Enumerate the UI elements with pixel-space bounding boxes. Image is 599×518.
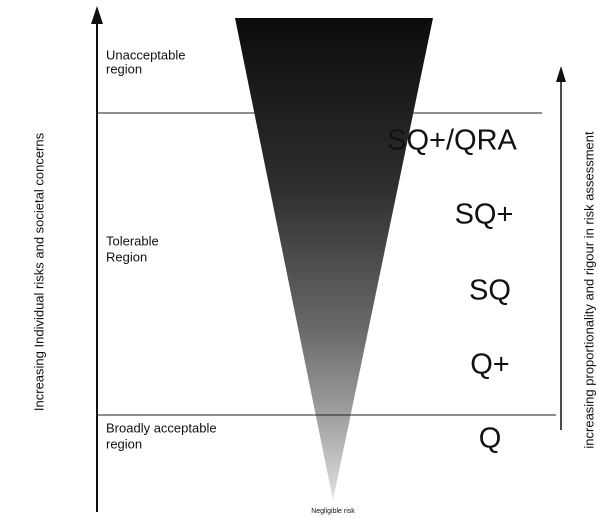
risk-triangle [235,18,433,500]
assessment-level: Q [479,423,502,455]
right-axis-label: increasing proportionality and rigour in… [581,131,596,449]
right-arrowhead [556,66,566,82]
region-label: region [106,436,142,451]
left-axis-label: Increasing Individual risks and societal… [31,132,46,411]
assessment-level: SQ+ [455,199,514,231]
region-label: Region [106,249,147,264]
region-label: Unacceptable [106,47,186,62]
region-label: Tolerable [106,233,159,248]
assessment-level: Q+ [470,349,510,381]
assessment-level: SQ+/QRA [387,125,517,157]
assessment-level: SQ [469,275,511,307]
left-arrowhead [91,6,103,24]
region-label: Broadly acceptable [106,420,217,435]
region-label: region [106,61,142,76]
bottom-label: Negligible risk [311,508,355,515]
